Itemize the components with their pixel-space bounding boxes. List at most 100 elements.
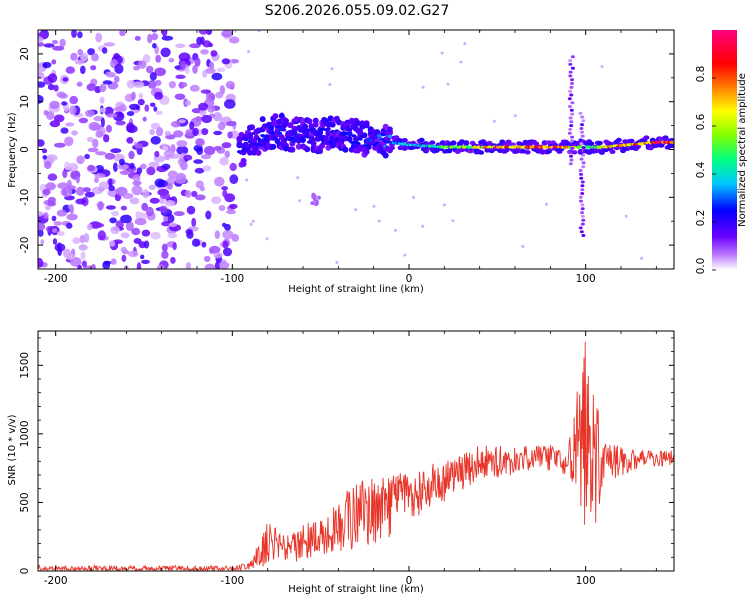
heatmap-noise-cell bbox=[75, 198, 86, 205]
heatmap-streak-cell bbox=[569, 143, 574, 147]
heatmap-noise-cell bbox=[624, 214, 628, 218]
heatmap-noise-cell bbox=[47, 200, 56, 207]
heatmap-noise-cell bbox=[132, 180, 142, 186]
heatmap-ridge-cell bbox=[381, 133, 387, 137]
heatmap-ridge-halo bbox=[300, 137, 306, 143]
heatmap-ridge-halo bbox=[312, 121, 319, 128]
heatmap-noise-cell bbox=[81, 260, 87, 268]
heatmap-ridge-cell bbox=[669, 140, 674, 144]
heatmap-ridge-halo bbox=[289, 146, 296, 153]
heatmap-noise-cell bbox=[38, 211, 44, 217]
heatmap-streak-cell bbox=[578, 138, 583, 142]
heatmap-noise-cell bbox=[134, 218, 147, 226]
heatmap-noise-cell bbox=[42, 61, 52, 69]
heatmap-noise-cell bbox=[222, 230, 234, 240]
x-tick-label: -100 bbox=[220, 575, 244, 587]
heatmap-noise-cell bbox=[122, 193, 134, 199]
heatmap-noise-cell bbox=[114, 75, 120, 83]
heatmap-noise-cell bbox=[156, 127, 164, 137]
heatmap-noise-cell bbox=[335, 261, 339, 264]
heatmap-ridge-halo bbox=[382, 152, 389, 159]
heatmap-noise-cell bbox=[47, 73, 58, 83]
heatmap-noise-cell bbox=[118, 104, 127, 112]
heatmap-ridge-cell bbox=[366, 138, 372, 143]
heatmap-noise-cell bbox=[128, 150, 135, 160]
heatmap-streak-cell bbox=[580, 184, 585, 188]
heatmap-noise-cell bbox=[99, 107, 107, 113]
heatmap-noise-cell bbox=[201, 241, 207, 248]
heatmap-noise-cell bbox=[131, 91, 136, 101]
heatmap-noise-cell bbox=[205, 67, 216, 74]
colorbar-tick-label: 0.4 bbox=[695, 161, 707, 178]
heatmap-noise-cell bbox=[149, 102, 156, 107]
x-tick-label: 0 bbox=[406, 273, 413, 285]
heatmap-noise-cell bbox=[140, 254, 145, 260]
heatmap-noise-cell bbox=[97, 230, 106, 241]
heatmap-ridge-halo bbox=[571, 150, 578, 155]
heatmap-noise-cell bbox=[136, 167, 143, 175]
heatmap-noise-cell bbox=[191, 238, 201, 247]
heatmap-ridge-halo bbox=[628, 138, 635, 144]
heatmap-noise-cell bbox=[203, 255, 211, 263]
heatmap-noise-cell bbox=[114, 63, 124, 74]
heatmap-noise-cell bbox=[212, 112, 223, 122]
heatmap-ridge-halo bbox=[423, 149, 429, 154]
heatmap-noise-cell bbox=[90, 65, 97, 71]
heatmap-noise-cell bbox=[204, 263, 216, 269]
heatmap-noise-cell bbox=[221, 58, 231, 65]
heatmap-noise-cell bbox=[126, 79, 135, 89]
heatmap-noise-cell bbox=[150, 231, 161, 240]
heatmap-noise-cell bbox=[148, 161, 160, 168]
spectrogram-x-label: Height of straight line (km) bbox=[288, 284, 424, 295]
heatmap-noise-cell bbox=[57, 182, 70, 189]
heatmap-noise-cell bbox=[38, 66, 46, 73]
heatmap-streak-cell bbox=[568, 116, 573, 120]
heatmap-ridge-cell bbox=[347, 132, 353, 136]
heatmap-noise-cell bbox=[207, 105, 216, 113]
heatmap-noise-cell bbox=[145, 65, 154, 74]
heatmap-noise-cell bbox=[221, 30, 234, 38]
heatmap-noise-cell bbox=[62, 169, 68, 179]
heatmap-ridge-halo bbox=[247, 132, 253, 138]
heatmap-noise-cell bbox=[421, 85, 425, 89]
heatmap-noise-cell bbox=[217, 121, 226, 131]
heatmap-ridge-cell bbox=[281, 128, 287, 132]
heatmap-streak-cell bbox=[579, 142, 584, 146]
heatmap-noise-cell bbox=[213, 145, 222, 151]
colorbar-gradient bbox=[712, 30, 737, 270]
heatmap-noise-cell bbox=[83, 265, 95, 269]
heatmap-streak-cell bbox=[580, 211, 584, 215]
heatmap-ridge-halo bbox=[463, 141, 470, 146]
heatmap-streak-cell bbox=[567, 131, 572, 135]
heatmap-noise-cell bbox=[113, 162, 118, 172]
heatmap-noise-cell bbox=[214, 230, 220, 239]
heatmap-streak-cell bbox=[568, 105, 572, 108]
heatmap-noise-cell bbox=[161, 163, 171, 170]
heatmap-ridge-halo bbox=[310, 140, 317, 147]
heatmap-streak-cell bbox=[580, 115, 585, 119]
x-tick-label: 100 bbox=[576, 273, 596, 285]
heatmap-ridge-halo bbox=[240, 157, 247, 164]
heatmap-noise-cell bbox=[222, 189, 228, 198]
heatmap-ridge-cell bbox=[277, 131, 283, 135]
heatmap-noise-cell bbox=[184, 67, 190, 74]
heatmap-noise-cell bbox=[134, 35, 141, 41]
colorbar-tick-label: 0.8 bbox=[695, 66, 707, 83]
heatmap-noise-cell bbox=[126, 111, 135, 117]
heatmap-noise-cell bbox=[166, 177, 176, 186]
heatmap-noise-cell bbox=[80, 65, 86, 75]
heatmap-ridge-halo bbox=[533, 141, 540, 146]
heatmap-ridge-halo bbox=[361, 132, 368, 139]
heatmap-ridge-cell bbox=[349, 140, 355, 144]
heatmap-noise-cell bbox=[265, 237, 269, 241]
heatmap-noise-cell bbox=[66, 213, 78, 221]
spectrogram-y-label: Frequency (Hz) bbox=[7, 112, 18, 188]
heatmap-noise-cell bbox=[119, 30, 126, 37]
heatmap-streak-cell bbox=[580, 207, 585, 211]
heatmap-noise-cell bbox=[167, 183, 173, 190]
heatmap-noise-cell bbox=[85, 109, 95, 118]
heatmap-noise-cell bbox=[446, 82, 450, 86]
heatmap-noise-cell bbox=[492, 119, 496, 123]
heatmap-noise-cell bbox=[51, 215, 57, 222]
heatmap-noise-cell bbox=[229, 174, 239, 185]
